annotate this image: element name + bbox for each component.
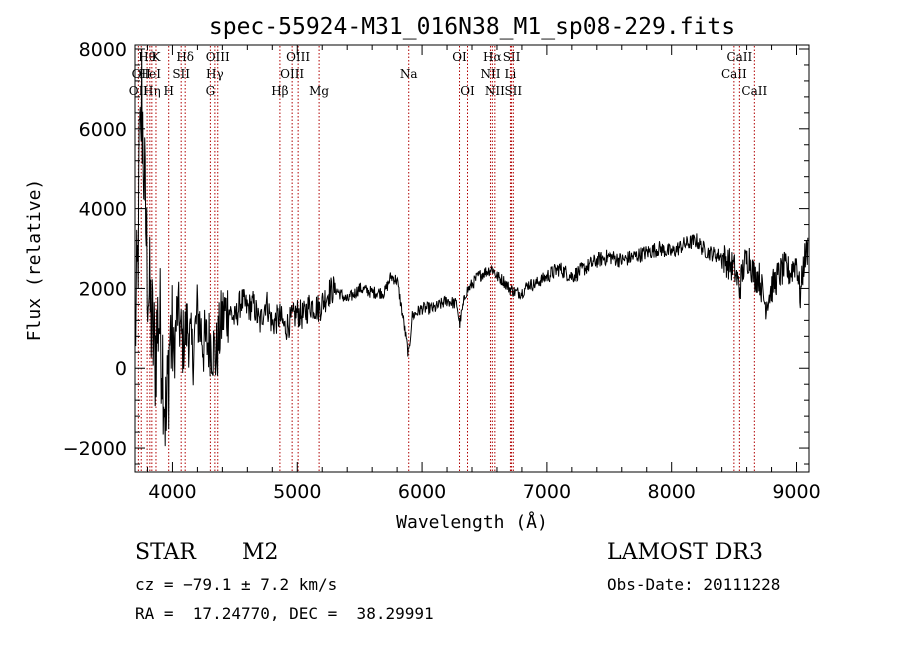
line-marker-label: Hβ [271, 84, 288, 98]
spectrum-series [134, 48, 809, 447]
line-marker-label: Na [400, 67, 418, 81]
line-marker-label: SII [504, 84, 522, 98]
object-subclass: M2 [242, 540, 279, 565]
y-tick-label: 0 [115, 358, 127, 380]
line-marker-label: SII [172, 67, 190, 81]
line-marker-label: OIII [286, 50, 310, 64]
line-marker-label: OIII [206, 50, 230, 64]
y-tick-label: 2000 [79, 278, 127, 300]
coordinates: RA = 17.24770, DEC = 38.29991 [135, 604, 434, 623]
x-axis-label: Wavelength (Å) [396, 511, 548, 533]
line-marker-label: CaII [721, 67, 747, 81]
line-marker-label: CaII [741, 84, 767, 98]
y-tick-label: 8000 [79, 39, 127, 61]
x-tick-label: 4000 [148, 481, 196, 503]
line-marker-label: G [206, 84, 216, 98]
spectrum-line [134, 48, 809, 447]
line-marker-label: NII [480, 67, 500, 81]
line-marker-label: OI [452, 50, 467, 64]
line-marker-label: OII [129, 84, 149, 98]
line-markers: OIIOIIHθHeIHηKHSIIHδGHγOIIIHβOIIIOIIIMgN… [129, 46, 767, 471]
line-marker-label: Li [505, 67, 517, 81]
obs-date: Obs-Date: 20111228 [607, 575, 781, 594]
x-tick-label: 5000 [273, 481, 321, 503]
line-marker-label: NII [485, 84, 505, 98]
line-marker-label: OI [460, 84, 475, 98]
line-marker-label: Hα [483, 50, 502, 64]
line-marker-label: CaII [726, 50, 752, 64]
y-tick-label: 4000 [79, 199, 127, 221]
plot-frame [134, 44, 810, 473]
x-tick-label: 8000 [648, 481, 696, 503]
line-marker-label: Mg [309, 84, 329, 98]
line-marker-label: K [151, 50, 161, 64]
survey-name: LAMOST DR3 [607, 540, 763, 565]
line-marker-label: SII [503, 50, 521, 64]
line-marker-label: Hδ [176, 50, 194, 64]
chart-title: spec-55924-M31_016N38_M1_sp08-229.fits [209, 14, 735, 40]
x-tick-label: 6000 [398, 481, 446, 503]
y-axis-label: Flux (relative) [24, 179, 45, 342]
x-axis: 4000 5000 6000 7000 8000 9000 [146, 45, 821, 503]
line-marker-label: OIII [280, 67, 304, 81]
object-class: STAR [135, 540, 196, 565]
line-marker-label: Hγ [206, 67, 224, 81]
line-marker-label: Hη [143, 84, 161, 98]
x-tick-label: 7000 [523, 481, 571, 503]
y-tick-label: −2000 [63, 438, 127, 460]
redshift-text: cz = −79.1 ± 7.2 km/s [135, 575, 338, 594]
y-axis: −2000 0 2000 4000 6000 8000 [63, 39, 809, 465]
x-tick-label: 9000 [772, 481, 820, 503]
line-marker-label: H [163, 84, 173, 98]
y-tick-label: 6000 [79, 119, 127, 141]
